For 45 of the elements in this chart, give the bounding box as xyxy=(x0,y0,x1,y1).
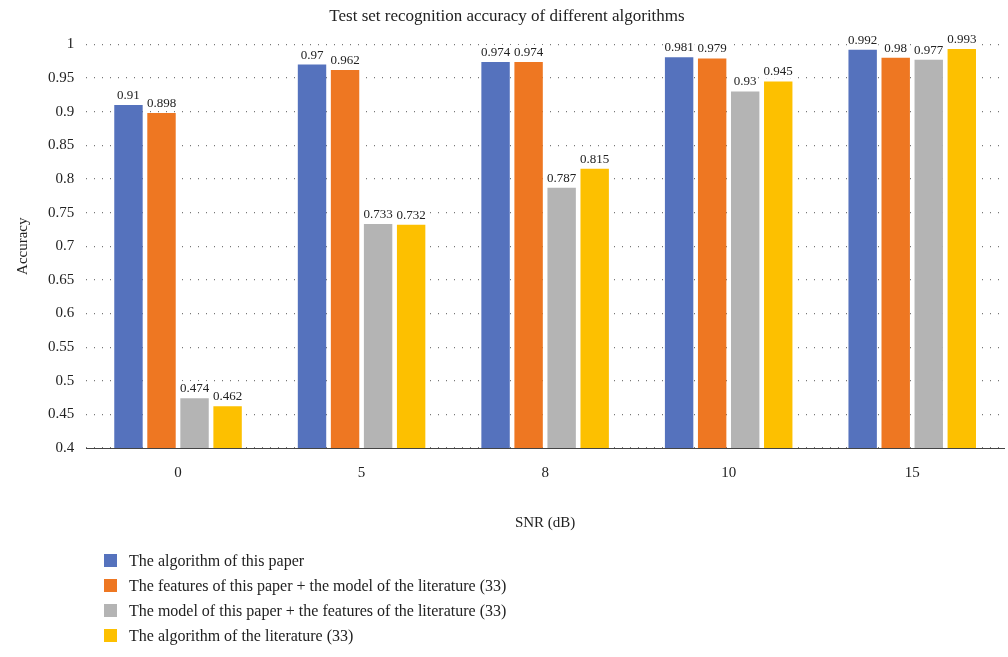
data-label: 0.898 xyxy=(146,94,177,110)
data-label: 0.974 xyxy=(480,43,511,59)
x-axis-title: SNR (dB) xyxy=(514,513,576,531)
y-tick-label: 0.8 xyxy=(55,169,75,186)
y-tick-label: 0.95 xyxy=(48,68,75,85)
y-tick-label: 0.75 xyxy=(48,203,75,220)
data-label: 0.992 xyxy=(848,31,878,47)
data-label: 0.732 xyxy=(396,206,426,222)
y-tick-label: 0.7 xyxy=(55,237,75,254)
data-label: 0.815 xyxy=(580,150,610,166)
x-tick-label: 0 xyxy=(174,463,182,480)
data-label: 0.787 xyxy=(547,169,577,185)
data-label: 0.981 xyxy=(664,39,694,55)
y-tick-label: 0.65 xyxy=(48,270,75,287)
y-tick-label: 1 xyxy=(66,35,75,52)
y-tick-label: 0.55 xyxy=(48,338,75,355)
x-tick-label: 10 xyxy=(721,463,737,480)
y-tick-label: 0.45 xyxy=(48,405,75,422)
data-label: 0.98 xyxy=(884,39,908,55)
x-tick-label: 8 xyxy=(541,463,549,480)
data-label: 0.977 xyxy=(914,41,944,57)
legend-label: The features of this paper + the model of the literature (33) xyxy=(129,576,507,595)
data-label: 0.91 xyxy=(117,86,140,102)
y-tick-label: 0.9 xyxy=(55,102,75,119)
y-tick-label: 0.5 xyxy=(55,371,75,388)
chart-title: Test set recognition accuracy of different algorithms xyxy=(329,5,685,25)
x-tick-label: 5 xyxy=(357,463,366,480)
x-tick-label: 15 xyxy=(904,463,920,480)
legend-label: The algorithm of the literature (33) xyxy=(129,626,354,645)
legend-label: The model of this paper + the features of the literature (33) xyxy=(129,601,507,620)
data-label: 0.945 xyxy=(763,63,793,79)
data-label: 0.962 xyxy=(330,51,360,67)
y-tick-label: 0.85 xyxy=(48,136,75,153)
y-tick-label: 0.6 xyxy=(55,304,75,321)
data-label: 0.733 xyxy=(363,205,393,221)
data-label: 0.93 xyxy=(733,73,757,89)
y-tick-label: 0.4 xyxy=(55,438,75,455)
data-label: 0.979 xyxy=(697,40,727,56)
legend-label: The algorithm of this paper xyxy=(129,551,305,570)
data-label: 0.474 xyxy=(179,380,210,396)
data-label: 0.974 xyxy=(513,43,544,59)
data-label: 0.993 xyxy=(947,31,977,47)
data-label: 0.97 xyxy=(300,46,324,62)
y-axis-title: Accuracy xyxy=(13,216,30,275)
data-label: 0.462 xyxy=(212,388,243,404)
